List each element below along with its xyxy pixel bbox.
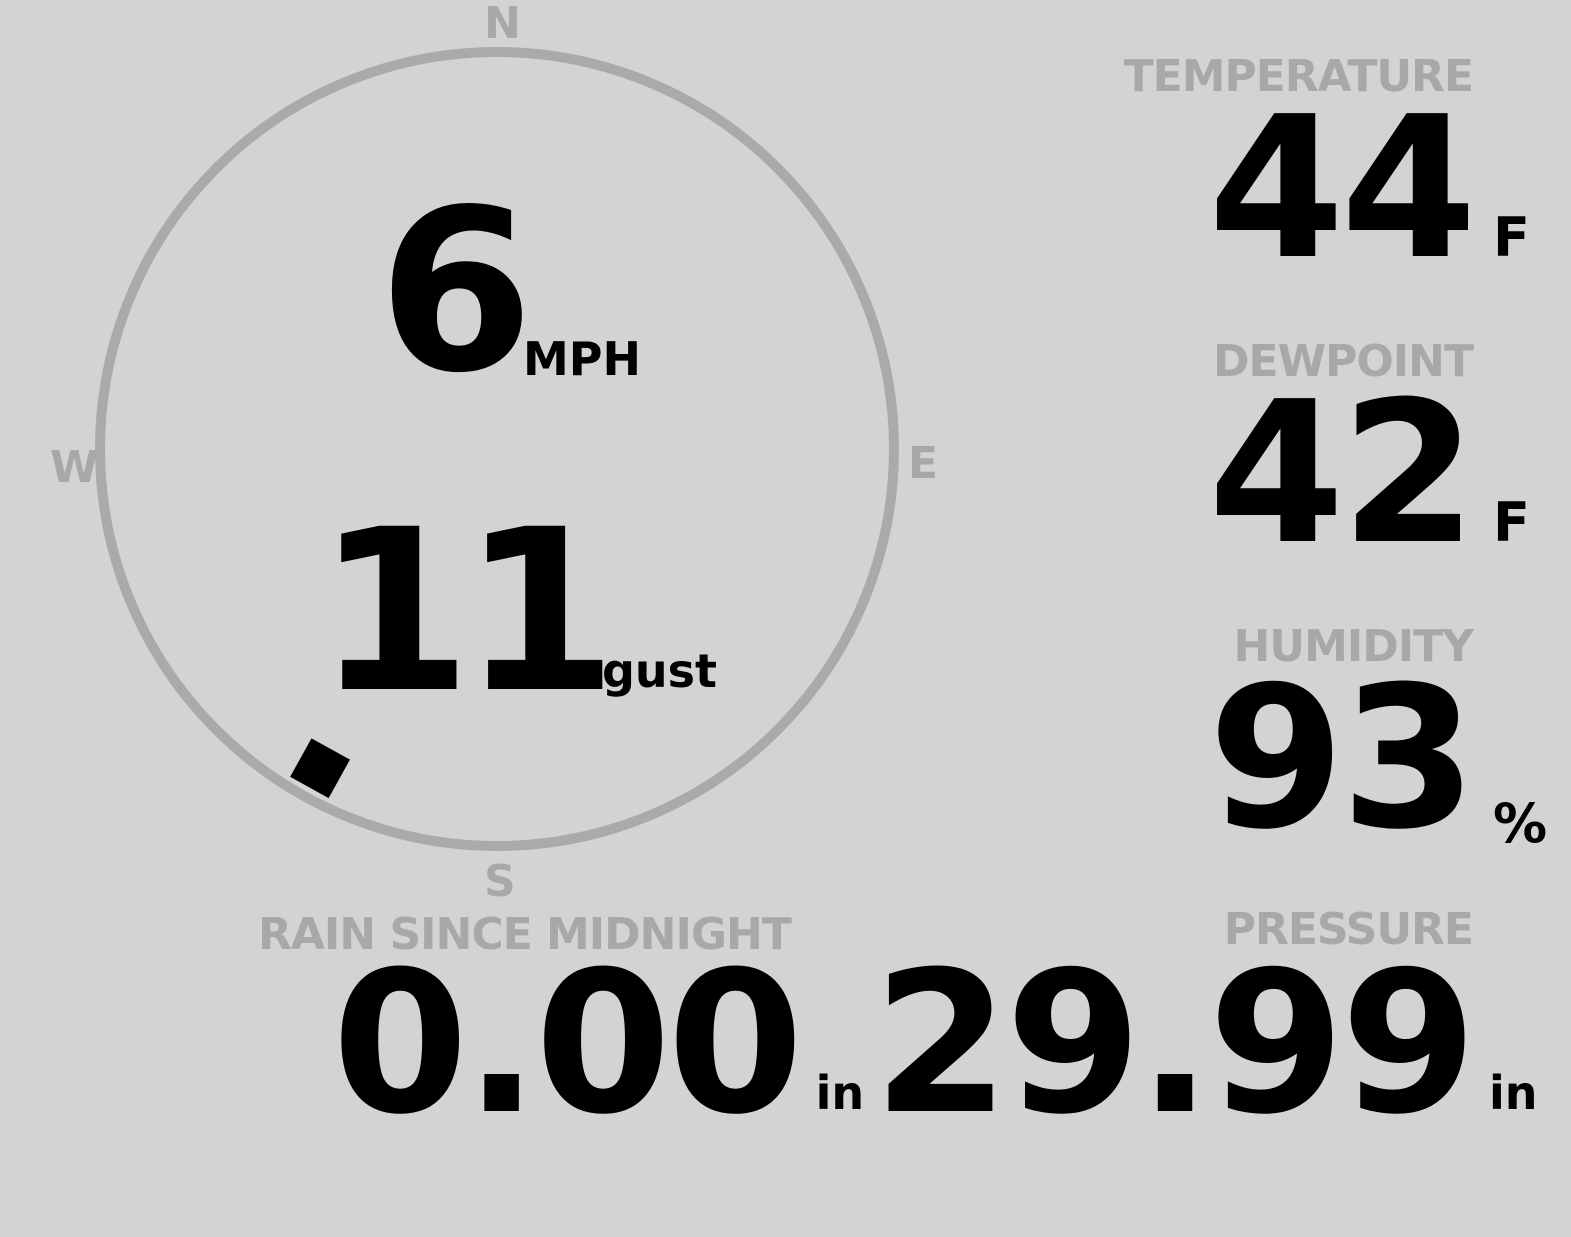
compass-ring	[95, 47, 899, 851]
compass-west: W	[50, 442, 99, 493]
wind-gust-label: gust	[602, 644, 718, 698]
wind-gust-value: 11	[316, 481, 618, 742]
dewpoint-unit: F	[1493, 491, 1530, 554]
humidity-label: HUMIDITY	[1233, 621, 1474, 672]
wind-speed-value: 6	[378, 161, 534, 422]
rain-value: 0.00	[332, 930, 804, 1158]
rain-card: RAIN SINCE MIDNIGHT	[258, 909, 792, 960]
dewpoint-card: DEWPOINT 42 F	[1208, 336, 1530, 588]
wind-speed-unit: MPH	[523, 332, 641, 386]
wind-direction-marker	[290, 738, 350, 799]
pressure-label: PRESSURE	[1223, 904, 1474, 955]
compass-north: N	[484, 0, 521, 49]
pressure-card: PRESSURE 29.99 in	[873, 904, 1537, 1158]
temperature-card: TEMPERATURE 44 F	[1123, 51, 1530, 303]
humidity-unit: %	[1493, 792, 1548, 855]
temperature-value: 44	[1208, 75, 1477, 303]
temperature-label: TEMPERATURE	[1123, 51, 1474, 102]
wind-compass	[95, 47, 899, 851]
humidity-value: 93	[1208, 645, 1477, 873]
pressure-value: 29.99	[873, 930, 1477, 1158]
compass-east: E	[908, 438, 939, 489]
rain-unit: in	[815, 1066, 865, 1120]
rain-label: RAIN SINCE MIDNIGHT	[258, 909, 792, 960]
humidity-card: HUMIDITY 93 %	[1208, 621, 1547, 873]
dewpoint-label: DEWPOINT	[1213, 336, 1474, 387]
temperature-unit: F	[1493, 206, 1530, 269]
dewpoint-value: 42	[1208, 360, 1477, 588]
compass-south: S	[484, 856, 516, 907]
pressure-unit: in	[1489, 1066, 1538, 1120]
